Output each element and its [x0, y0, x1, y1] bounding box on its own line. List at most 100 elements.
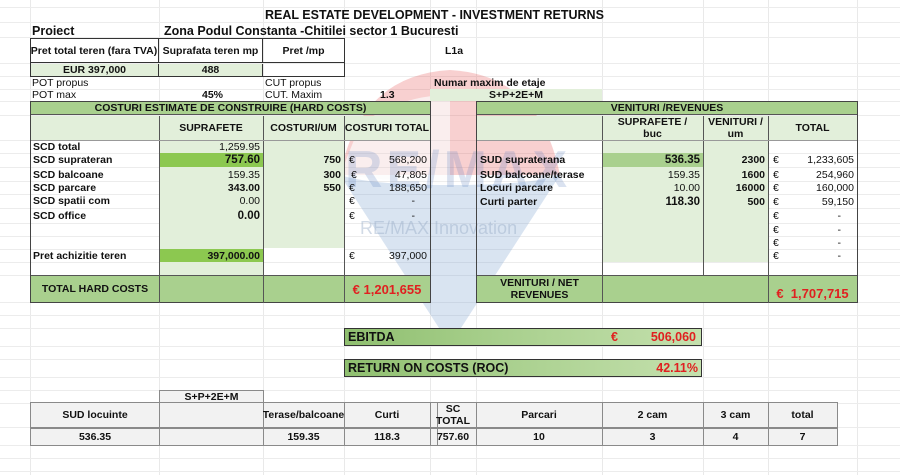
summary-table: [30, 402, 438, 446]
costs-row-total: 47,805: [394, 169, 427, 181]
costs-row-label: SCD parcare: [33, 182, 97, 194]
project-label: Proiect: [32, 24, 75, 38]
currency-symbol: €: [349, 182, 355, 194]
costs-row-area[interactable]: 0.00: [239, 195, 260, 207]
summary-header-parcari: Parcari: [521, 409, 557, 421]
costs-unit-col-bg: [263, 140, 344, 248]
costs-row-label: SCD total: [33, 141, 81, 153]
floors-value[interactable]: S+P+2E+M: [430, 89, 602, 101]
summary-value-parcari: 10: [533, 431, 545, 443]
summary-value-sc-total: 757.60: [436, 431, 470, 443]
pot-max-value[interactable]: 45%: [202, 89, 224, 101]
pot-max-label: POT max: [32, 89, 77, 101]
revenues-row-total: 1,233,605: [807, 154, 854, 166]
revenues-total-label: VENITURI / NET REVENUES: [477, 277, 602, 301]
currency-symbol: €: [773, 249, 779, 262]
revenues-total-label-line1: VENITURI / NET: [500, 277, 579, 289]
costs-header-total: COSTURI TOTAL: [344, 122, 430, 134]
revenues-title: VENITURI /REVENUES: [477, 102, 857, 115]
page-title: REAL ESTATE DEVELOPMENT - INVESTMENT RET…: [265, 8, 604, 22]
costs-row-unit[interactable]: 300: [323, 169, 341, 181]
revenues-row-total: 160,000: [816, 182, 854, 194]
currency-symbol: €: [349, 195, 355, 207]
pot-propus-label: POT propus: [32, 77, 89, 89]
costs-row-area[interactable]: 159.35: [227, 169, 260, 181]
costs-row-total: -: [411, 210, 416, 222]
summary-header-3cam: 3 cam: [720, 409, 751, 421]
revenues-table: [476, 101, 858, 303]
costs-row-unit[interactable]: 750: [323, 154, 341, 166]
costs-title: COSTURI ESTIMATE DE CONSTRUIRE (HARD COS…: [31, 102, 430, 115]
revenues-row-area[interactable]: 536.35: [603, 153, 703, 167]
costs-row-area[interactable]: 757.60: [160, 153, 263, 167]
project-value: Zona Podul Constanta -Chitilei sector 1 …: [164, 24, 459, 38]
revenues-row-unit[interactable]: 1600: [741, 168, 765, 181]
costs-row-area[interactable]: 397,000.00: [160, 249, 263, 262]
land-header-area: Suprafata teren mp: [159, 39, 263, 63]
cut-max-value[interactable]: 1.3: [380, 89, 395, 101]
costs-row-label: SCD spatii com: [33, 195, 111, 207]
revenues-row-unit[interactable]: 500: [747, 195, 765, 208]
ebitda-bar: [344, 328, 702, 346]
watermark-text: RE/MAX Innovation: [360, 218, 518, 238]
currency-symbol: €: [773, 154, 779, 166]
costs-header-unit: COSTURI/UM: [270, 122, 337, 134]
ebitda-label: EBITDA: [348, 330, 395, 344]
currency-symbol: €: [349, 210, 355, 222]
currency-symbol: €: [773, 168, 779, 181]
revenues-total-row: [477, 275, 857, 302]
summary-value-3cam: 4: [732, 431, 739, 443]
currency-symbol: €: [773, 209, 779, 222]
floors-label: Numar maxim de etaje: [434, 77, 546, 89]
summary-header-curti: Curti: [374, 409, 400, 421]
revenues-header-area: SUPRAFETE / buc: [617, 116, 688, 140]
lot-label: L1a: [445, 45, 464, 57]
currency-symbol: €: [349, 154, 355, 166]
costs-row-total: -: [411, 195, 416, 207]
currency-symbol: €: [773, 236, 779, 249]
revenues-row-area[interactable]: 159.35: [667, 168, 700, 181]
currency-symbol: €: [349, 249, 355, 262]
cut-propus-label: CUT propus: [265, 77, 322, 89]
summary-value-curti: 118.3: [374, 431, 400, 443]
revenues-header-row-bg: [477, 116, 857, 140]
land-price-sqm-value[interactable]: [263, 64, 344, 76]
ebitda-currency: €: [611, 330, 618, 344]
revenues-total-value: € 1,707,715: [776, 285, 849, 301]
revenues-header-total: TOTAL: [795, 122, 830, 134]
costs-row-label: SCD suprateran: [33, 154, 113, 166]
revenues-row-label: Locuri parcare: [480, 182, 553, 194]
revenues-row-total: -: [837, 236, 842, 249]
summary-header-sc-total: SC TOTAL: [430, 403, 476, 427]
revenues-row-label: SUD balcoane/terase: [480, 168, 585, 181]
roc-label: RETURN ON COSTS (ROC): [348, 361, 509, 375]
revenues-row-label: SUD supraterana: [480, 154, 566, 166]
revenues-row-unit[interactable]: 16000: [735, 182, 765, 194]
revenues-row-area[interactable]: 10.00: [673, 182, 700, 194]
costs-row-unit[interactable]: 550: [323, 182, 341, 194]
revenues-row-area[interactable]: 118.30: [665, 195, 700, 208]
summary-header-sud: SUD locuinte: [62, 409, 128, 421]
costs-row-area[interactable]: 0.00: [237, 210, 260, 222]
summary-value-total: 7: [799, 431, 806, 443]
costs-row-label: SCD office: [33, 210, 87, 222]
costs-row-total: 568,200: [389, 154, 427, 166]
currency-symbol: €: [351, 169, 357, 181]
land-header-price-sqm: Pret /mp: [263, 39, 344, 63]
summary-value-terase: 159.35: [287, 431, 320, 443]
land-area-value[interactable]: 488: [159, 64, 263, 76]
land-price-value[interactable]: EUR 397,000: [31, 64, 159, 76]
revenues-row-total: -: [837, 249, 842, 262]
summary-header-2cam: 2 cam: [637, 409, 668, 421]
costs-row-area[interactable]: 1,259.95: [219, 141, 260, 153]
revenues-row-unit[interactable]: 2300: [741, 154, 765, 166]
summary-header-terase: Terase/balcoane: [263, 409, 344, 421]
revenues-total-label-line2: REVENUES: [510, 289, 569, 301]
land-info-box: [30, 38, 345, 77]
summary-header-blank: [159, 403, 263, 427]
costs-total-label: TOTAL HARD COSTS: [41, 283, 149, 295]
watermark-brand: RE/MAX: [345, 141, 572, 199]
revenues-header-unit: VENITURI / um: [708, 116, 763, 140]
costs-row-area[interactable]: 343.00: [227, 182, 260, 194]
revenues-row-label: Curti parter: [480, 195, 538, 208]
